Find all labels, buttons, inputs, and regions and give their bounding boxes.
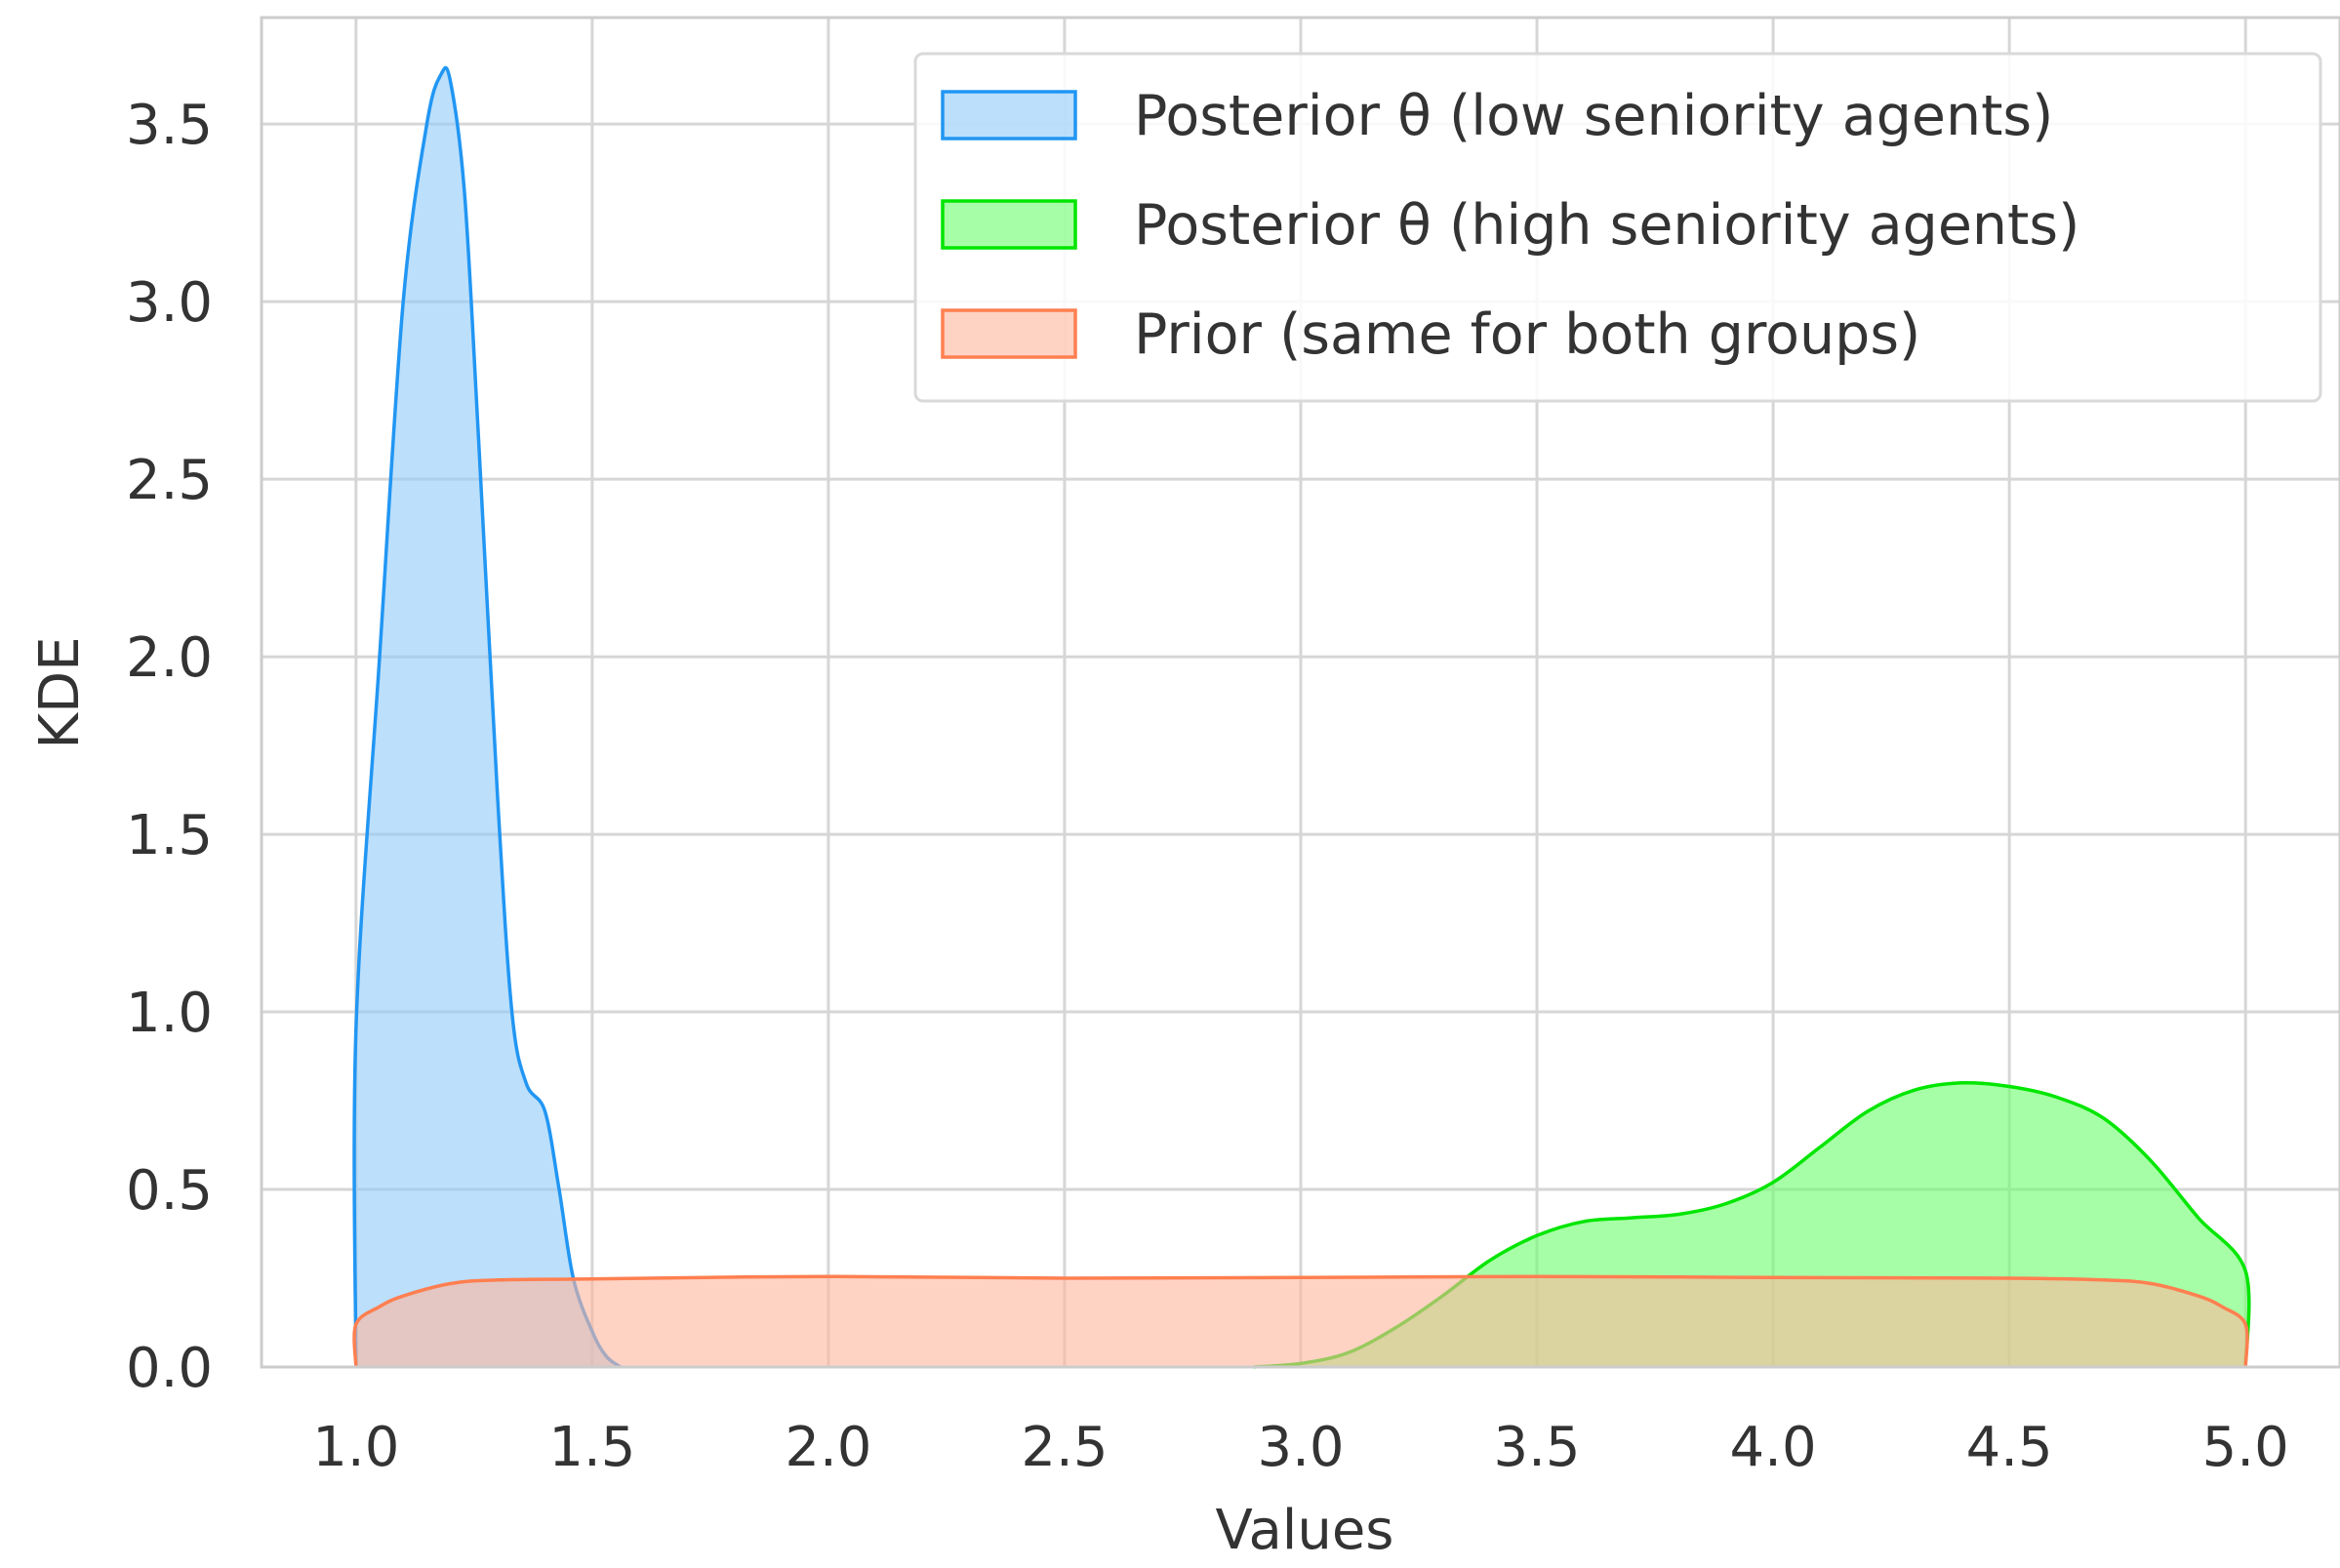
legend-label: Prior (same for both groups) <box>1134 302 1920 367</box>
x-tick-label: 5.0 <box>2202 1416 2289 1479</box>
plot-area <box>352 65 2251 1369</box>
legend-label: Posterior θ (low seniority agents) <box>1134 84 2053 148</box>
legend-swatch <box>941 199 1077 250</box>
x-tick-label: 3.5 <box>1494 1416 1581 1479</box>
x-tick-label: 2.5 <box>1021 1416 1108 1479</box>
y-tick-label: 3.0 <box>126 271 213 335</box>
x-axis-label: Values <box>1216 1499 1394 1562</box>
series-line-2 <box>352 1274 2249 1368</box>
y-tick-label: 3.5 <box>126 94 213 157</box>
y-axis-label: KDE <box>28 636 92 748</box>
legend-swatch <box>941 90 1077 141</box>
y-axis: 0.0 0.5 1.0 1.5 2.0 2.5 3.0 3.5 <box>126 94 213 1400</box>
series-area-0 <box>354 67 621 1367</box>
y-tick-label: 2.5 <box>126 449 213 512</box>
y-tick-label: 1.5 <box>126 804 213 867</box>
series-line-0 <box>352 65 622 1369</box>
y-tick-label: 1.0 <box>126 982 213 1045</box>
x-tick-label: 1.0 <box>312 1416 399 1479</box>
x-tick-label: 3.0 <box>1257 1416 1344 1479</box>
x-tick-label: 2.0 <box>785 1416 871 1479</box>
y-tick-label: 2.0 <box>126 626 213 690</box>
x-tick-label: 4.5 <box>1966 1416 2053 1479</box>
legend: Posterior θ (low seniority agents) Poster… <box>913 52 2322 403</box>
plot-frame <box>260 16 2340 1369</box>
y-tick-label: 0.5 <box>126 1159 213 1223</box>
legend-label: Posterior θ (high seniority agents) <box>1134 193 2079 258</box>
legend-swatch <box>941 308 1077 359</box>
series-area-2 <box>354 1276 2247 1367</box>
x-tick-label: 1.5 <box>548 1416 635 1479</box>
y-tick-label: 0.0 <box>126 1337 213 1400</box>
x-tick-label: 4.0 <box>1730 1416 1817 1479</box>
legend-box <box>913 52 2322 403</box>
x-axis: 1.0 1.5 2.0 2.5 3.0 3.5 4.0 4.5 5.0 <box>312 1416 2288 1479</box>
